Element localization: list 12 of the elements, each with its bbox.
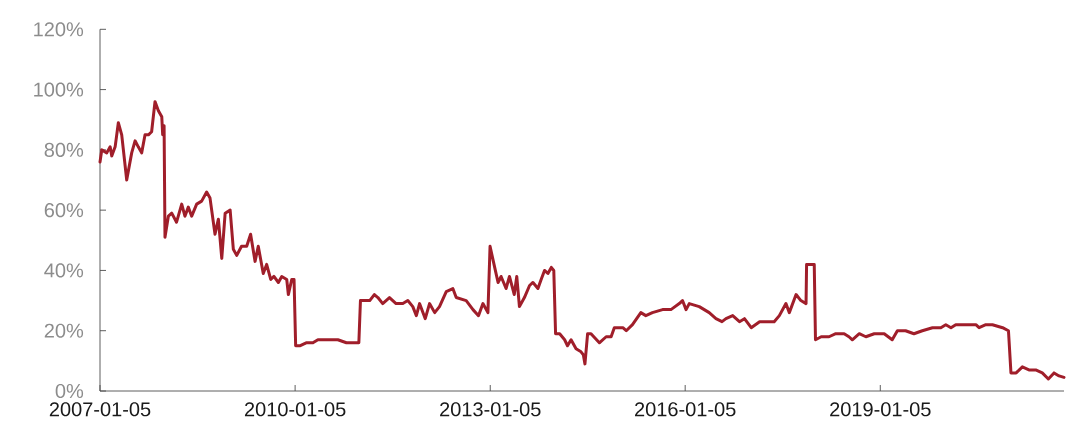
x-tick-label: 2019-01-05 bbox=[830, 402, 931, 417]
y-tick-label: 0% bbox=[55, 383, 84, 399]
x-tick-label: 2016-01-05 bbox=[635, 402, 736, 417]
y-tick-label: 120% bbox=[34, 22, 84, 37]
y-tick-label: 20% bbox=[44, 323, 84, 338]
y-tick-label: 40% bbox=[44, 263, 84, 278]
y-tick-label: 60% bbox=[44, 203, 84, 218]
y-tick-label: 100% bbox=[34, 82, 84, 97]
x-tick-label: 2010-01-05 bbox=[244, 402, 346, 417]
y-tick-label: 80% bbox=[44, 142, 84, 157]
x-tick-label: 2013-01-05 bbox=[440, 402, 541, 417]
x-tick-label: 2007-01-05 bbox=[49, 402, 151, 417]
